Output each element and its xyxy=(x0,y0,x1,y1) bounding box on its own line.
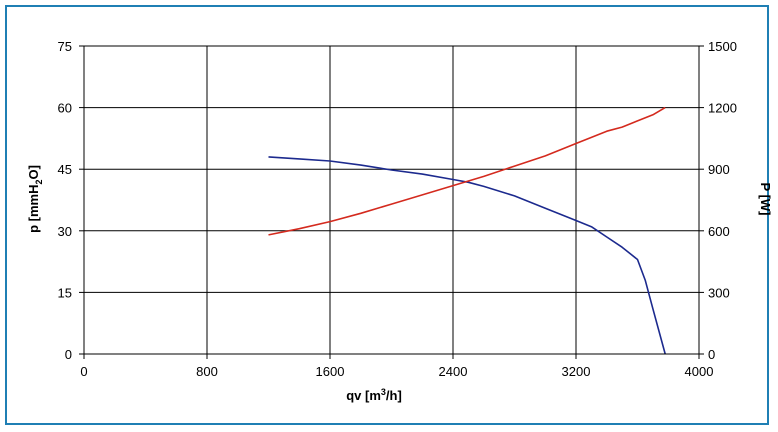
y2-tick-label: 1500 xyxy=(708,39,737,54)
y-tick-labels: 0 15 30 45 60 75 xyxy=(58,39,84,362)
y2-axis-label: P [W] xyxy=(758,183,773,216)
y2-tick-label: 900 xyxy=(708,162,730,177)
y-axis-label: p [mmH2O] xyxy=(26,165,44,233)
x-tick-label: 4000 xyxy=(685,364,714,379)
x-tick-label: 1600 xyxy=(316,364,345,379)
x-tick-label: 0 xyxy=(80,364,87,379)
y2-tick-label: 300 xyxy=(708,285,730,300)
y-tick-label: 30 xyxy=(58,224,72,239)
x-axis-label: qv [m3/h] xyxy=(346,387,402,403)
x-tick-label: 800 xyxy=(196,364,218,379)
grid-lines xyxy=(83,45,700,355)
y-tick-label: 75 xyxy=(58,39,72,54)
series-lines xyxy=(268,106,666,355)
x-tick-label: 2400 xyxy=(439,364,468,379)
y2-tick-label: 0 xyxy=(708,347,715,362)
y-tick-label: 15 xyxy=(58,285,72,300)
pressure-curve-line xyxy=(268,156,666,355)
x-tick-label: 3200 xyxy=(562,364,591,379)
y-tick-label: 45 xyxy=(58,162,72,177)
y-tick-label: 0 xyxy=(65,347,72,362)
x-tick-labels: 0 800 1600 2400 3200 4000 xyxy=(80,354,713,379)
y2-tick-labels: 0 300 600 900 1200 1500 xyxy=(699,39,737,362)
y2-tick-label: 1200 xyxy=(708,101,737,116)
power-curve-line xyxy=(268,106,666,236)
chart-frame xyxy=(5,5,769,425)
y2-tick-label: 600 xyxy=(708,224,730,239)
plot-area-border xyxy=(83,45,700,355)
y-tick-label: 60 xyxy=(58,101,72,116)
